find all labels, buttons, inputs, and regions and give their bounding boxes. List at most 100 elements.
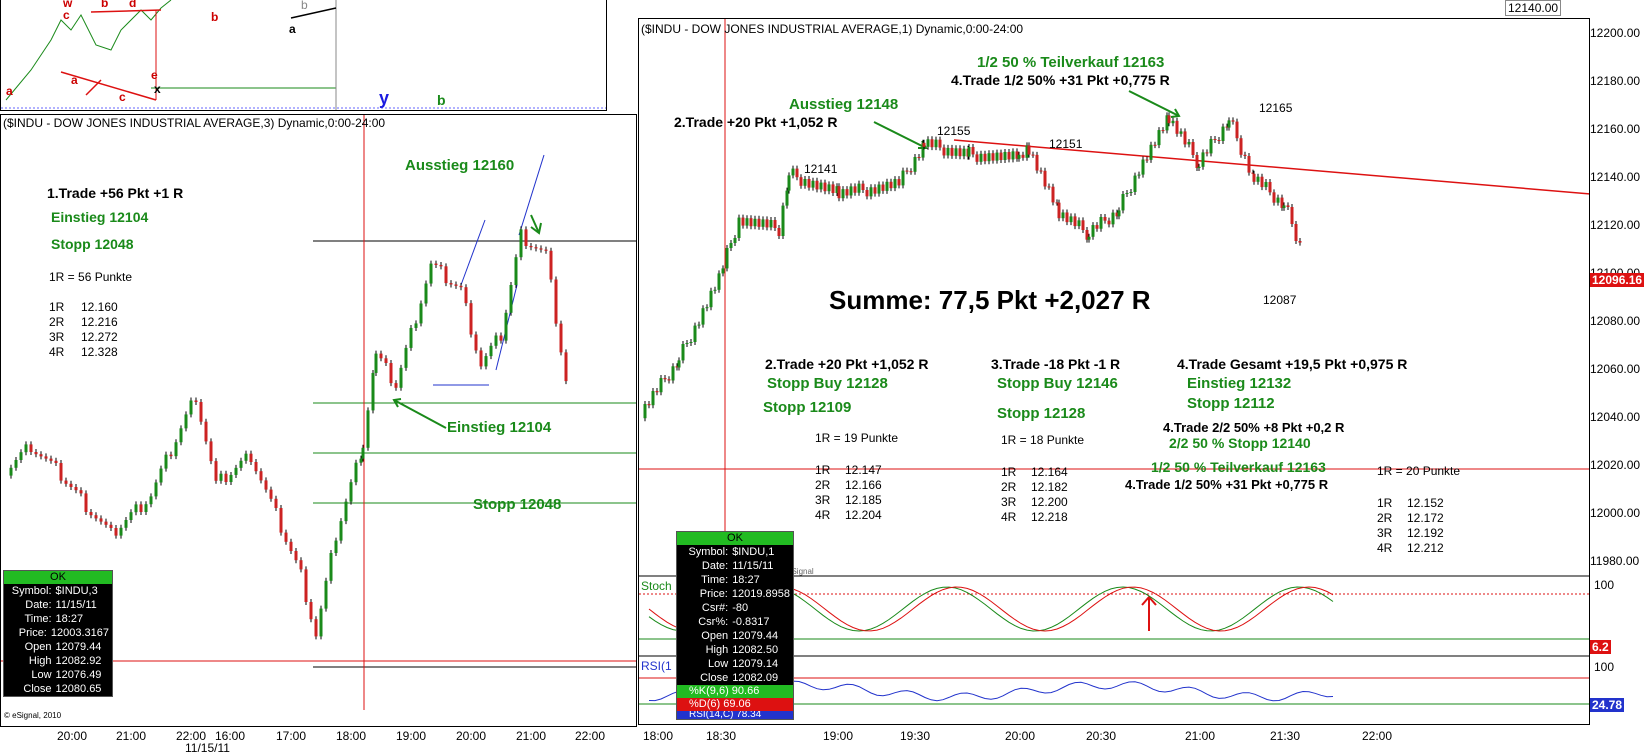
left-stop-annotation: Stopp 12048 [473, 496, 562, 513]
r-label: 3R [1377, 526, 1393, 540]
top-left-chart-panel[interactable]: w b d c e a b a c x b a y b a [0, 0, 607, 111]
candle-body [787, 175, 791, 191]
candle-body [803, 179, 807, 186]
x-tick: 21:00 [116, 729, 147, 743]
left-r-levels: 1R 12.160 2R 12.216 3R 12.272 4R 12.328 [49, 300, 139, 360]
candle-body [459, 285, 463, 288]
candle-body [79, 490, 83, 494]
candle-body [677, 360, 681, 368]
candle-body [379, 353, 383, 359]
candle-body [324, 580, 328, 609]
cursor-d: %D(6) 69.06 [677, 698, 793, 711]
cursor-label: Date: [701, 560, 729, 572]
cursor-row: Price: 12019.8958 [677, 587, 793, 601]
x-tick: 21:30 [1270, 729, 1301, 743]
cursor-value: 12082.09 [732, 672, 779, 684]
left-chart-window[interactable]: ($INDU - DOW JONES INDUSTRIAL AVERAGE,3)… [0, 114, 637, 727]
cursor-ok[interactable]: OK [4, 571, 112, 584]
candle-body [504, 312, 508, 341]
candle-body [519, 229, 523, 258]
r-label: 4R [1001, 510, 1017, 524]
candle-body [119, 527, 123, 536]
candle-body [1195, 155, 1199, 168]
wave-label-a2: a [6, 84, 13, 98]
candle-body [124, 520, 128, 528]
candle-body [655, 391, 659, 393]
candle-body [995, 152, 999, 161]
candle-body [1043, 170, 1047, 187]
candle-body [901, 170, 905, 186]
left-chart-canvas[interactable] [1, 115, 637, 727]
candle-body [484, 356, 488, 367]
r-label: 2R [1001, 480, 1017, 494]
candle-body [1121, 194, 1125, 211]
candle-body [1201, 152, 1205, 167]
x-tick: 22:00 [1362, 729, 1393, 743]
candle-body [737, 217, 741, 238]
r-level-row: 4R 12.218 [1001, 510, 1091, 525]
candle-body [1153, 144, 1157, 146]
candle-body [922, 142, 926, 147]
cursor-label: Time: [24, 613, 52, 625]
cursor-label: Price: [699, 588, 728, 600]
candle-body [239, 460, 243, 468]
candle-body [1015, 151, 1019, 159]
candle-body [269, 489, 273, 499]
trade3-stop: Stopp 12128 [997, 405, 1086, 422]
candle-body [349, 482, 353, 502]
trade2-r-line: 1R = 19 Punkte [815, 431, 899, 445]
candle-body [14, 460, 18, 468]
candle-body [667, 379, 671, 381]
candle-body [54, 460, 58, 463]
candle-body [869, 187, 873, 197]
right-cursor-window[interactable]: OK Symbol: $INDU,1 Date: 11/15/11 Time: 18:… [676, 531, 794, 720]
candle-body [1031, 154, 1035, 156]
candle-body [314, 619, 318, 637]
candle-body [429, 263, 433, 284]
trade3-entry: Stopp Buy 12146 [997, 375, 1118, 392]
candle-body [917, 157, 921, 158]
trade3-levels: 1R 12.164 2R 12.182 3R 12.200 4R 12.218 [1001, 465, 1091, 525]
cursor-value: 12079.44 [55, 641, 102, 653]
x-tick: 20:00 [1005, 729, 1036, 743]
candle-body [184, 414, 188, 429]
price-tick: 12020.00 [1590, 458, 1641, 472]
stoch-value-badge: 6.2 [1590, 640, 1611, 654]
candle-body [84, 493, 88, 512]
candle-body [761, 219, 765, 227]
right-chart-window[interactable]: ($INDU - DOW JONES INDUSTRIAL AVERAGE,1)… [638, 18, 1590, 725]
r-level-row: 2R 12.216 [49, 315, 139, 330]
candle-body [663, 378, 667, 380]
price-tick: 12180.00 [1590, 74, 1641, 88]
candle-body [129, 512, 133, 520]
candle-body [1221, 126, 1225, 141]
candle-body [384, 358, 388, 363]
left-entry-annotation: Einstieg 12104 [447, 419, 552, 436]
candle-body [873, 187, 877, 194]
price-label-12087: 12087 [1263, 293, 1297, 307]
candle-body [975, 154, 979, 162]
cursor-label: Symbol: [688, 546, 729, 558]
candle-body [371, 372, 375, 411]
cursor-ok[interactable]: OK [677, 532, 793, 545]
candle-body [279, 508, 283, 533]
right-chart-title: ($INDU - DOW JONES INDUSTRIAL AVERAGE,1)… [641, 22, 1024, 36]
candle-body [942, 147, 946, 156]
candle-body [214, 461, 218, 481]
right-chart-canvas[interactable] [639, 19, 1590, 725]
cursor-row: Time: 18:27 [4, 612, 112, 626]
candle-body [1047, 186, 1051, 188]
cursor-value: 12079.44 [732, 630, 779, 642]
candle-body [134, 504, 138, 513]
r-label: 2R [49, 315, 65, 329]
trade4-title: 4.Trade Gesamt +19,5 Pkt +0,975 R [1177, 356, 1408, 372]
candle-body [1243, 154, 1247, 156]
cursor-label: Csr%: [698, 616, 729, 628]
cursor-value: 12082.92 [55, 655, 102, 667]
r-label: 3R [1001, 495, 1017, 509]
candle-body [841, 189, 845, 199]
r-label: 1R [1001, 465, 1017, 479]
candle-body [439, 264, 443, 267]
candle-body [224, 473, 228, 483]
left-cursor-window[interactable]: OK Symbol: $INDU,3 Date: 11/15/11 Time: 18:… [3, 570, 113, 697]
